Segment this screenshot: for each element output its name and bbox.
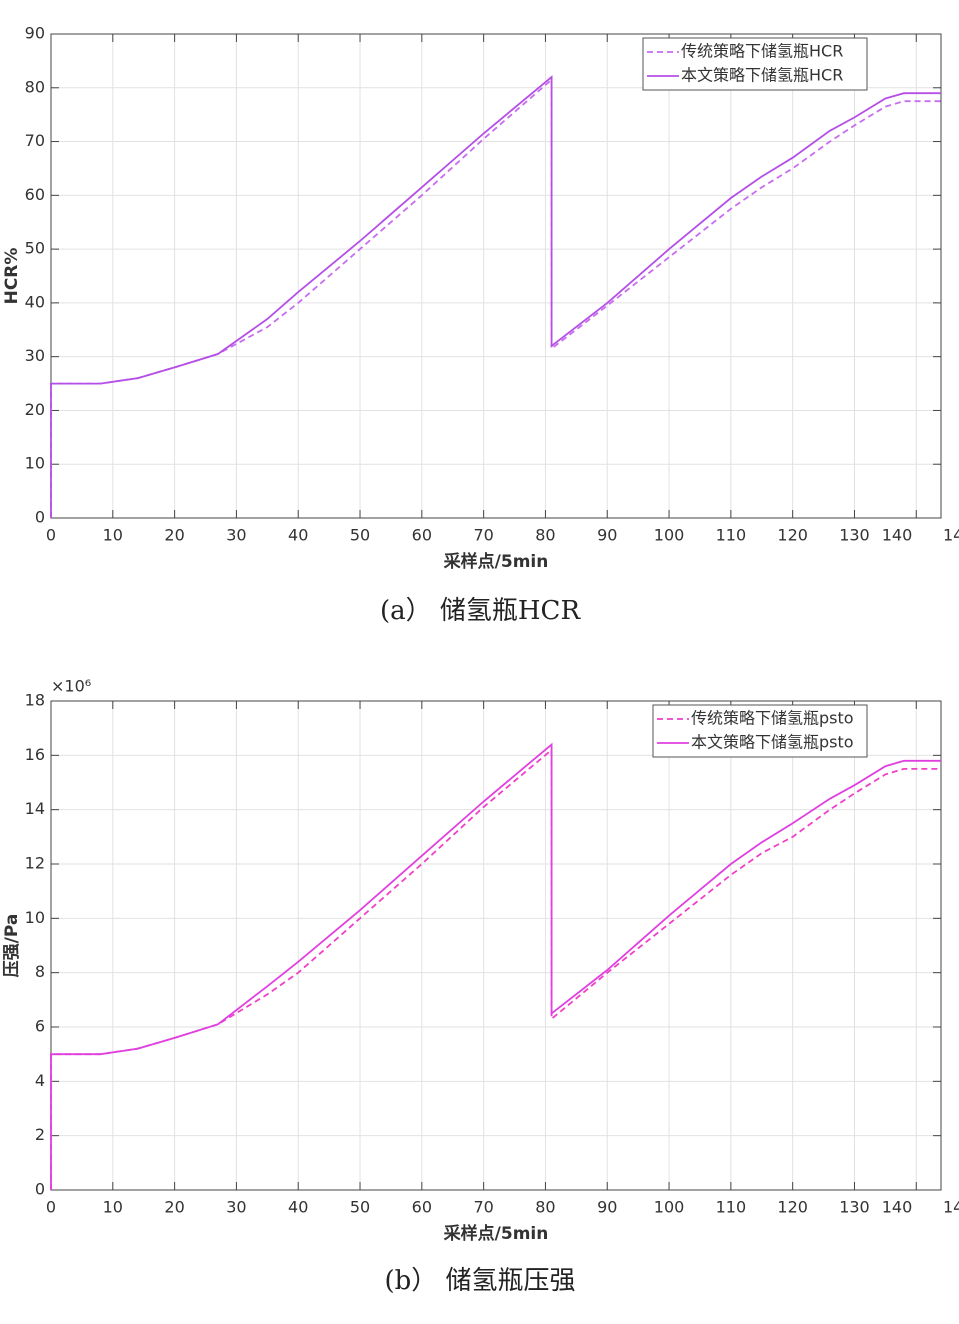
x-tick-label: 60	[412, 526, 432, 545]
y-tick-label: 60	[25, 185, 45, 204]
x-tick-label: 60	[412, 1198, 432, 1217]
y-scale-label: ×10⁶	[51, 677, 91, 696]
y-tick-label: 70	[25, 131, 45, 150]
x-tick-label: 100	[654, 1198, 685, 1217]
x-tick-label: 20	[164, 1198, 184, 1217]
x-tick-label: 140	[882, 1198, 913, 1217]
x-tick-label: 90	[597, 1198, 617, 1217]
x-tick-label: 110	[716, 1198, 747, 1217]
x-tick-label: 30	[226, 1198, 246, 1217]
series-line	[50, 77, 941, 518]
legend-label: 本文策略下储氢瓶HCR	[681, 66, 843, 85]
x-tick-label: 20	[164, 526, 184, 545]
x-axis-label: 采样点/5min	[443, 1223, 549, 1244]
y-tick-label: 16	[25, 745, 45, 764]
x-tick-label: 10	[103, 1198, 123, 1217]
caption: (a） 储氢瓶HCR	[380, 596, 581, 626]
x-tick-label: 40	[288, 1198, 308, 1217]
caption: (b） 储氢瓶压强	[384, 1266, 575, 1296]
x-tick-label: 110	[716, 526, 747, 545]
x-tick-label: 90	[597, 526, 617, 545]
legend-box	[642, 37, 868, 91]
x-tick-label: 130	[839, 526, 870, 545]
y-tick-label: 0	[35, 508, 45, 527]
y-tick-label: 50	[25, 239, 45, 258]
y-tick-label: 0	[35, 1180, 45, 1199]
plot-frame	[50, 700, 942, 1191]
y-tick-label: 20	[25, 400, 45, 419]
x-tick-label: 50	[350, 1198, 370, 1217]
y-tick-label: 12	[25, 854, 45, 873]
x-tick-label: 70	[473, 526, 493, 545]
y-tick-label: 14	[25, 799, 45, 818]
y-tick-label: 4	[35, 1071, 45, 1090]
series-line	[50, 75, 941, 518]
x-tick-label: 70	[473, 1198, 493, 1217]
x-tick-label: 40	[288, 526, 308, 545]
x-tick-label: 30	[226, 526, 246, 545]
x-tick-label: 0	[46, 526, 56, 545]
y-tick-label: 30	[25, 346, 45, 365]
y-tick-label: 90	[25, 24, 45, 43]
x-tick-label: 100	[654, 526, 685, 545]
x-tick-label: 140	[882, 526, 913, 545]
series-line	[50, 742, 941, 1190]
y-tick-label: 10	[25, 454, 45, 473]
y-tick-label: 18	[25, 691, 45, 710]
y-tick-label: 8	[35, 962, 45, 981]
x-tick-label: 50	[350, 526, 370, 545]
y-tick-label: 6	[35, 1017, 45, 1036]
x-tick-label: 144	[943, 526, 959, 545]
y-axis-label: 压强/Pa	[2, 914, 22, 978]
x-tick-label: 120	[777, 526, 808, 545]
x-tick-label: 10	[103, 526, 123, 545]
x-axis-label: 采样点/5min	[443, 551, 549, 572]
legend-box	[652, 704, 868, 758]
x-tick-label: 130	[839, 1198, 870, 1217]
y-tick-label: 40	[25, 292, 45, 311]
y-tick-label: 10	[25, 908, 45, 927]
y-tick-label: 80	[25, 77, 45, 96]
plot-frame	[50, 33, 942, 519]
x-tick-label: 80	[535, 1198, 555, 1217]
plot-area	[51, 701, 941, 1190]
y-axis-label: HCR%	[2, 248, 22, 305]
x-tick-label: 120	[777, 1198, 808, 1217]
legend-label: 本文策略下储氢瓶psto	[691, 733, 854, 752]
x-tick-label: 80	[535, 526, 555, 545]
legend-label: 传统策略下储氢瓶HCR	[681, 42, 843, 61]
x-tick-label: 0	[46, 1198, 56, 1217]
x-tick-label: 144	[943, 1198, 959, 1217]
y-tick-label: 2	[35, 1125, 45, 1144]
legend-label: 传统策略下储氢瓶psto	[691, 709, 854, 728]
plot-area	[51, 34, 941, 518]
